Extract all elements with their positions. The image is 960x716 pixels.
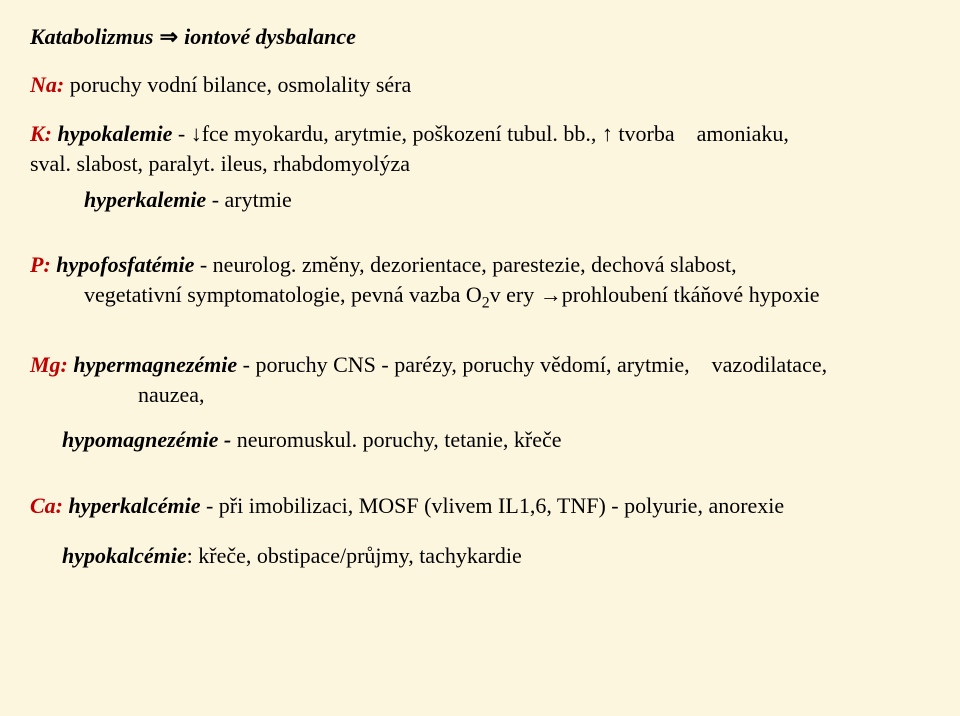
- ca-hyper-label: hyperkalcémie: [63, 493, 200, 518]
- mg-hypo-label: hypomagnezémie -: [62, 427, 231, 452]
- k-ammonia: amoniaku,: [675, 119, 789, 149]
- mg-line1: Mg: hypermagnezémie - poruchy CNS - paré…: [30, 350, 930, 380]
- title-part1: Katabolizmus: [30, 24, 153, 49]
- mg-label: Mg:: [30, 352, 68, 377]
- ca-label: Ca:: [30, 493, 63, 518]
- k-line1: K: hypokalemie - ↓fce myokardu, arytmie,…: [30, 119, 930, 149]
- slide: Katabolizmus ⇒ iontové dysbalance Na: po…: [0, 0, 960, 600]
- mg-hypo-line: hypomagnezémie - neuromuskul. poruchy, t…: [30, 425, 930, 455]
- section-mg: Mg: hypermagnezémie - poruchy CNS - paré…: [30, 350, 930, 455]
- p-line1: P: hypofosfatémie - neurolog. změny, dez…: [30, 250, 930, 280]
- ca-hypo-text: : křeče, obstipace/průjmy, tachykardie: [187, 543, 522, 568]
- k-hypo-label: hypokalemie: [52, 121, 172, 146]
- mg-hyper-label: hypermagnezémie: [68, 352, 237, 377]
- k-label: K:: [30, 121, 52, 146]
- k-hyper-text: - arytmie: [206, 187, 292, 212]
- p-line1-text: - neurolog. změny, dezorientace, pareste…: [194, 252, 736, 277]
- mg-vazo: vazodilatace,: [690, 350, 827, 380]
- na-text: poruchy vodní bilance, osmolality séra: [64, 72, 411, 97]
- p-line2a: vegetativní symptomatologie, pevná vazba…: [84, 282, 482, 307]
- ca-hyper-text: - při imobilizaci, MOSF (vlivem IL1,6, T…: [200, 493, 784, 518]
- k-line2: sval. slabost, paralyt. ileus, rhabdomyo…: [30, 149, 930, 179]
- mg-line1-text: - poruchy CNS - parézy, poruchy vědomí, …: [237, 352, 690, 377]
- mg-hypo-text: neuromuskul. poruchy, tetanie, křeče: [231, 427, 561, 452]
- title-arrow: ⇒: [153, 24, 184, 49]
- p-sub: 2: [482, 295, 490, 312]
- k-hyper-label: hyperkalemie: [84, 187, 206, 212]
- p-label: P:: [30, 252, 51, 277]
- section-p: P: hypofosfatémie - neurolog. změny, dez…: [30, 250, 930, 313]
- title-part2: iontové dysbalance: [184, 24, 356, 49]
- ca-hypo-label: hypokalcémie: [62, 543, 187, 568]
- mg-line2: nauzea,: [30, 380, 930, 410]
- ca-hypo-line: hypokalcémie: křeče, obstipace/průjmy, t…: [30, 541, 930, 571]
- ca-line1: Ca: hyperkalcémie - při imobilizaci, MOS…: [30, 491, 930, 521]
- p-line2b: v ery →prohloubení tkáňové hypoxie: [490, 282, 820, 307]
- k-line1-text: - ↓fce myokardu, arytmie, poškození tubu…: [172, 121, 674, 146]
- p-hypo-label: hypofosfatémie: [51, 252, 195, 277]
- section-k: K: hypokalemie - ↓fce myokardu, arytmie,…: [30, 119, 930, 214]
- na-label: Na:: [30, 72, 64, 97]
- p-line2: vegetativní symptomatologie, pevná vazba…: [30, 280, 930, 314]
- section-na: Na: poruchy vodní bilance, osmolality sé…: [30, 70, 930, 100]
- section-ca: Ca: hyperkalcémie - při imobilizaci, MOS…: [30, 491, 930, 570]
- k-hyper-line: hyperkalemie - arytmie: [30, 185, 930, 215]
- title-line: Katabolizmus ⇒ iontové dysbalance: [30, 22, 930, 52]
